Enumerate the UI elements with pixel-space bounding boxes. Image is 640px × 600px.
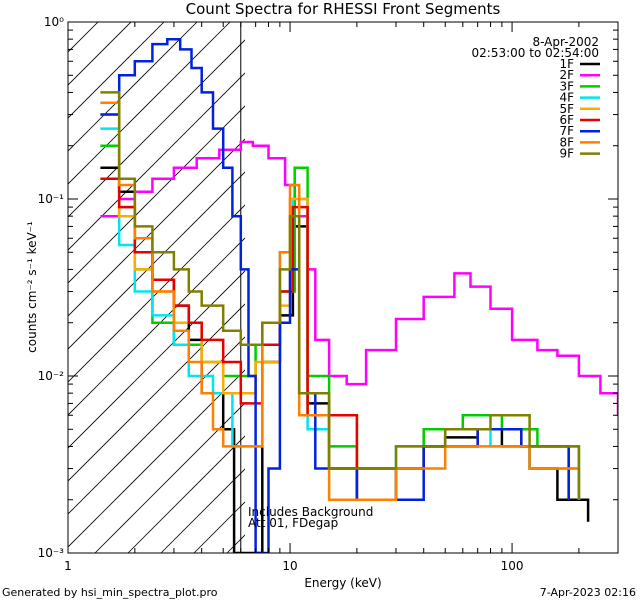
axis-ticks	[67, 21, 619, 554]
x-tick-label: 10	[282, 559, 297, 573]
hatch-line	[359, 0, 640, 553]
legend-label-1F: 1F	[559, 57, 574, 71]
observation-date: 8-Apr-2002	[532, 35, 599, 49]
hatch-line	[0, 0, 101, 553]
hatch-line	[68, 303, 245, 482]
series-7F	[100, 37, 570, 553]
series-1F	[100, 166, 590, 553]
hatch-line	[68, 204, 245, 383]
footer-generated-by: Generated by hsi_min_spectra_plot.pro	[2, 586, 218, 599]
legend-label-5F: 5F	[559, 102, 574, 116]
hatch-line	[68, 237, 245, 416]
hatch-line	[68, 336, 245, 515]
series-5F	[100, 113, 570, 500]
hatch-line	[68, 22, 132, 86]
hatch-line	[68, 22, 231, 185]
hatch-line	[68, 138, 245, 317]
hatch-line	[68, 369, 245, 548]
axis-tick-labels: 1 10 100 10⁻³ 10⁻² 10⁻¹ 10⁰	[38, 15, 524, 573]
legend-label-4F: 4F	[559, 91, 574, 105]
y-tick-label: 10⁻³	[38, 546, 65, 560]
y-tick-label: 10⁻²	[38, 369, 65, 383]
hatch-line	[94, 402, 245, 553]
legend-label-9F: 9F	[559, 147, 574, 161]
hatch-line	[392, 0, 640, 553]
series-4F	[100, 127, 581, 500]
hatch-line	[458, 0, 640, 553]
x-tick-label: 100	[501, 559, 524, 573]
hatch-line	[68, 39, 245, 218]
legend-label-3F: 3F	[559, 79, 574, 93]
legend-label-2F: 2F	[559, 68, 574, 82]
background-hatched-region	[0, 0, 640, 553]
hatch-line	[68, 22, 165, 119]
x-axis-label: Energy (keV)	[304, 576, 381, 590]
series-2F	[100, 140, 618, 416]
plot-frame	[67, 21, 619, 554]
observation-time-range: 02:53:00 to 02:54:00	[472, 46, 599, 60]
series-group	[100, 37, 618, 553]
legend-label-8F: 8F	[559, 135, 574, 149]
footer-timestamp: 7-Apr-2023 02:16	[540, 586, 636, 599]
annotation-attenuator: Att 01, FDegap	[248, 516, 338, 530]
series-6F	[100, 177, 570, 500]
hatch-line	[0, 0, 134, 553]
x-tick-label: 1	[64, 559, 72, 573]
hatch-line	[68, 72, 245, 251]
y-tick-label: 10⁰	[44, 15, 64, 29]
legend-label-6F: 6F	[559, 113, 574, 127]
hatch-line	[326, 0, 640, 553]
series-8F	[100, 101, 581, 501]
hatch-line	[127, 435, 245, 553]
chart-title: Count Spectra for RHESSI Front Segments	[186, 0, 501, 18]
hatch-line	[260, 0, 640, 553]
hatch-line	[68, 270, 245, 449]
y-tick-label: 10⁻¹	[38, 192, 65, 206]
series-9F	[100, 91, 581, 500]
hatch-line	[68, 105, 245, 284]
y-axis-label: counts cm⁻² s⁻¹ keV⁻¹	[25, 221, 39, 353]
annotation-background: Includes Background	[248, 505, 373, 519]
hatch-line	[68, 22, 198, 152]
hatch-line	[293, 0, 640, 553]
legend-label-7F: 7F	[559, 124, 574, 138]
hatch-line	[425, 0, 640, 553]
